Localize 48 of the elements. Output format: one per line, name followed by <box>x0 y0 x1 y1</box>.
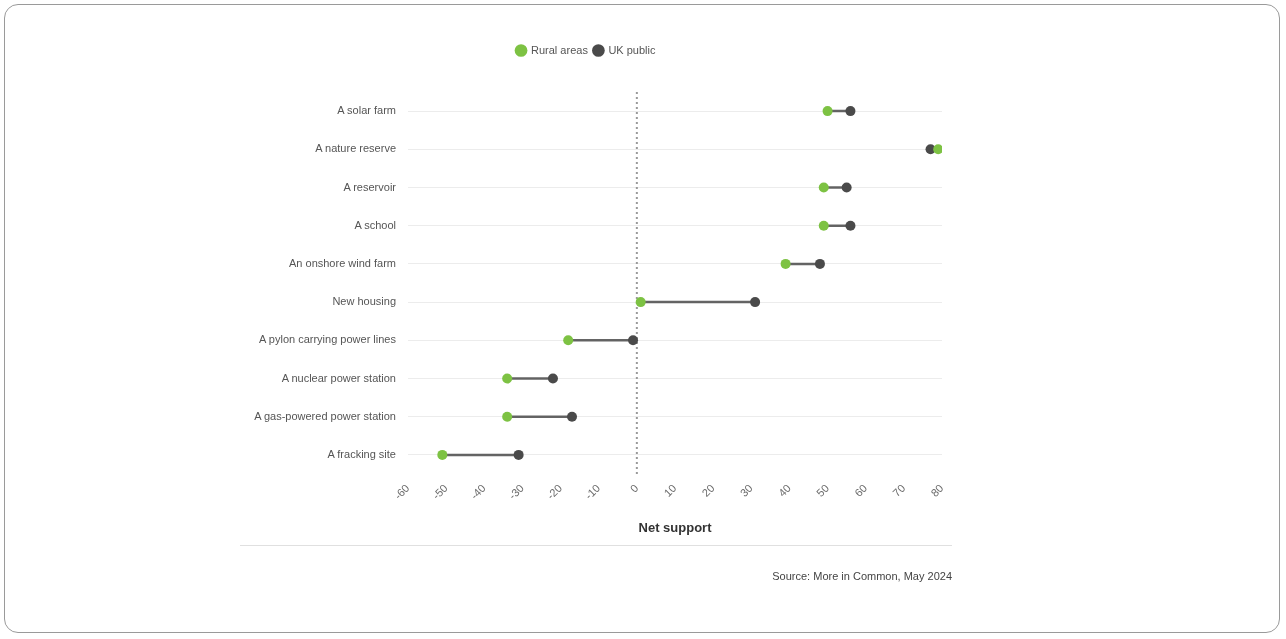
point <box>502 373 513 384</box>
point <box>567 411 578 422</box>
point <box>635 297 646 308</box>
point <box>437 449 448 460</box>
point <box>513 449 524 460</box>
legend-label: Rural areas <box>531 43 589 56</box>
x-tick-label: 30 <box>737 481 755 499</box>
x-tick-label: -50 <box>429 481 450 502</box>
point <box>502 411 513 422</box>
y-tick-label: A solar farm <box>337 104 396 117</box>
x-tick-label: -60 <box>391 481 412 502</box>
x-axis-title: Net support <box>638 519 713 535</box>
x-tick-label: 10 <box>661 481 679 499</box>
y-tick-label: A nuclear power station <box>281 371 396 384</box>
y-tick-label: A gas-powered power station <box>254 409 396 422</box>
point <box>822 106 833 117</box>
point <box>547 373 558 384</box>
x-tick-label: -30 <box>506 481 526 502</box>
source-note: Source: More in Common, May 2024 <box>771 569 952 584</box>
point <box>933 144 942 155</box>
x-tick-label: 70 <box>890 481 908 499</box>
point <box>814 258 825 269</box>
point <box>780 258 791 269</box>
legend-label: UK public <box>608 43 656 56</box>
x-tick-label: 50 <box>813 481 832 499</box>
y-tick-label: A reservoir <box>343 180 397 193</box>
point <box>845 106 856 117</box>
point <box>818 220 829 231</box>
point <box>841 182 852 193</box>
x-tick-label: -40 <box>468 481 488 502</box>
y-tick-label: A pylon carrying power lines <box>259 333 397 346</box>
point <box>845 220 856 231</box>
point <box>818 182 829 193</box>
point <box>563 335 574 346</box>
y-tick-label: A nature reserve <box>315 142 396 155</box>
y-tick-label: An onshore wind farm <box>289 256 396 269</box>
y-tick-label: New housing <box>332 295 396 308</box>
x-tick-label: 0 <box>627 481 641 495</box>
point <box>750 297 761 308</box>
x-tick-label: 40 <box>775 481 793 499</box>
x-tick-label: 80 <box>928 481 946 499</box>
y-tick-label: A school <box>354 218 396 231</box>
x-tick-label: 60 <box>852 481 870 499</box>
y-tick-label: A fracking site <box>327 447 396 460</box>
point <box>628 335 639 346</box>
x-tick-label: -10 <box>582 481 603 502</box>
x-tick-label: -20 <box>544 481 565 502</box>
x-tick-label: 20 <box>699 481 717 499</box>
